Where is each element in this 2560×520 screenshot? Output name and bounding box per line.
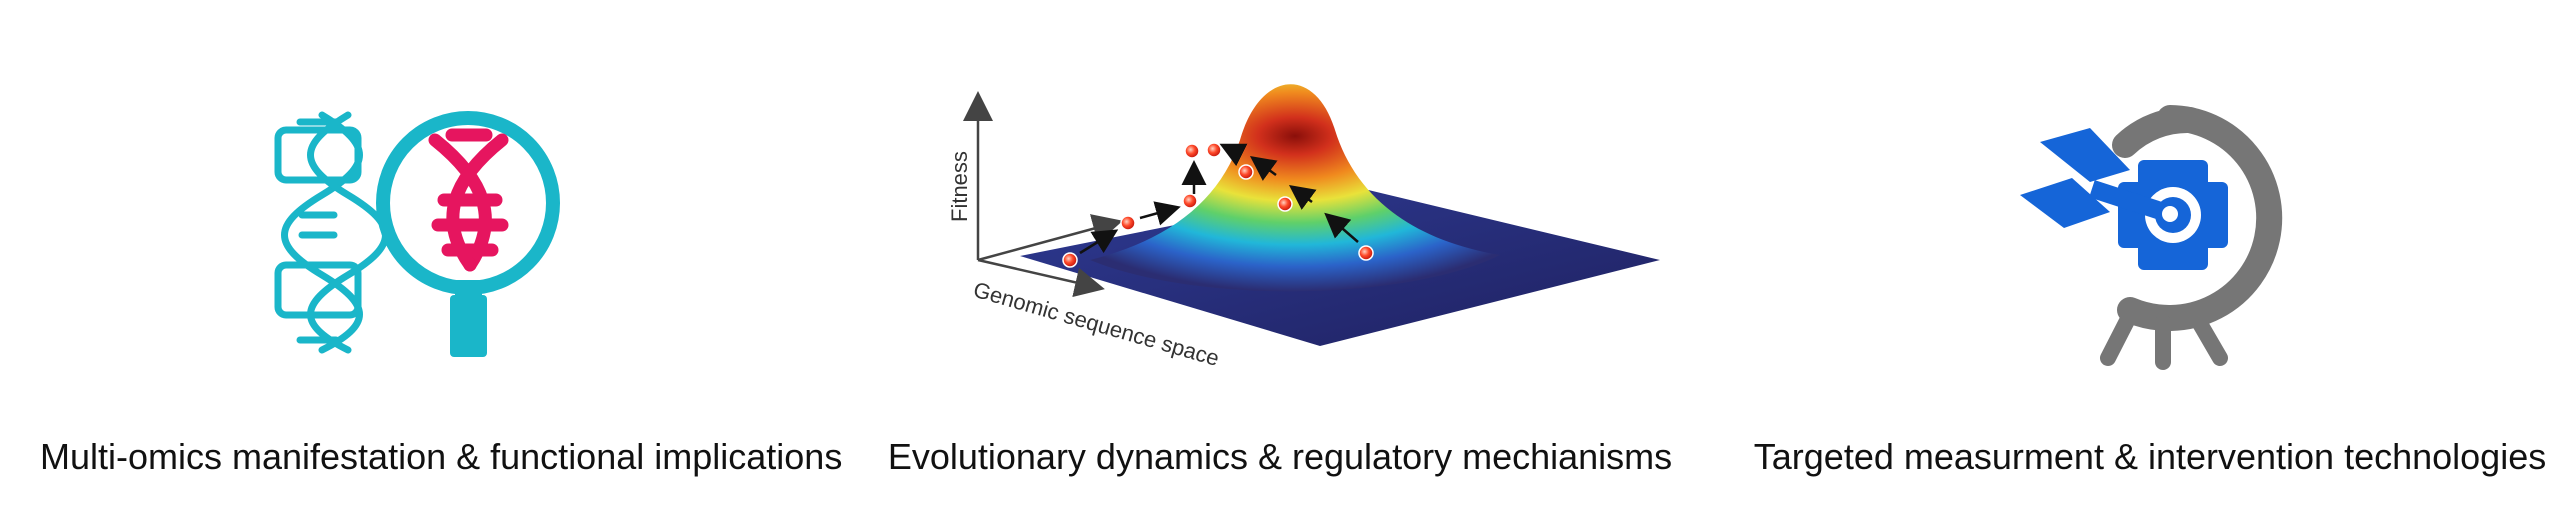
- population-point: [1184, 143, 1200, 159]
- caption-multi-omics: Multi-omics manifestation & functional i…: [40, 436, 843, 477]
- panel-technology: Targeted measurment & intervention techn…: [1700, 0, 2560, 520]
- trajectory-arrow: [1249, 156, 1278, 181]
- population-point: [1358, 245, 1374, 261]
- panel-evolution: Fitness Genomic sequence space Evolution…: [860, 0, 1700, 520]
- caption-evolution: Evolutionary dynamics & regulatory mechi…: [887, 436, 1673, 477]
- trajectory-arrow: [1139, 201, 1181, 226]
- population-point: [1238, 164, 1254, 180]
- target-arrow-icon: [2020, 105, 2283, 370]
- dna-magnifier-icon: [274, 111, 560, 357]
- trajectory-arrow: [1219, 143, 1248, 167]
- trajectory-arrow: [1079, 229, 1119, 255]
- population-point: [1206, 142, 1222, 158]
- panel-multi-omics: Multi-omics manifestation & functional i…: [0, 0, 860, 520]
- population-point: [1120, 215, 1136, 231]
- trajectory-arrow: [1288, 185, 1317, 210]
- y-axis-label: Fitness: [947, 151, 972, 222]
- landscape-peak: [1090, 84, 1500, 292]
- population-point: [1277, 196, 1293, 212]
- fitness-landscape-illustration: Fitness Genomic sequence space: [947, 84, 1660, 371]
- caption-technology: Targeted measurment & intervention techn…: [1753, 436, 2547, 477]
- population-point: [1182, 193, 1198, 209]
- trajectory-arrow: [1324, 212, 1359, 243]
- population-point: [1062, 252, 1078, 268]
